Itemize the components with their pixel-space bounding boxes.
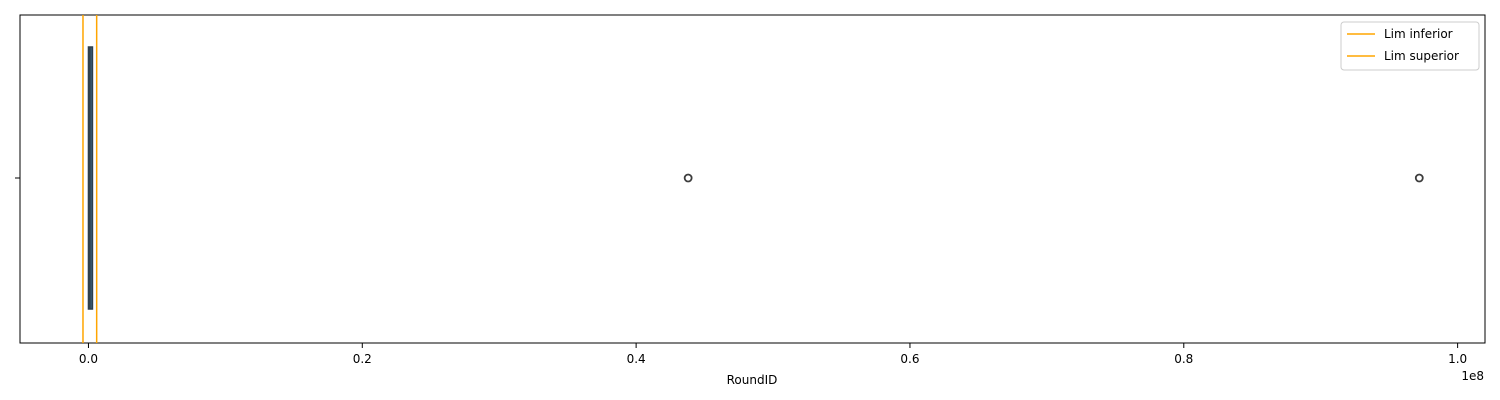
reference-lines bbox=[82, 15, 98, 343]
x-tick-label: 1.0 bbox=[1448, 352, 1467, 366]
legend-label: Lim inferior bbox=[1384, 27, 1453, 41]
x-tick-label: 0.6 bbox=[900, 352, 919, 366]
legend: Lim inferior Lim superior bbox=[1340, 21, 1480, 71]
legend-label: Lim superior bbox=[1384, 49, 1459, 63]
x-axis-title: RoundID bbox=[727, 373, 778, 387]
x-axis: 0.0 0.2 0.4 0.6 0.8 1.0 bbox=[79, 343, 1467, 366]
x-tick-label: 0.8 bbox=[1174, 352, 1193, 366]
outlier-point bbox=[1414, 173, 1424, 183]
legend-box bbox=[1340, 21, 1480, 71]
x-tick-label: 0.0 bbox=[79, 352, 98, 366]
x-axis-offset-label: 1e8 bbox=[1461, 369, 1484, 383]
x-tick-label: 0.2 bbox=[353, 352, 372, 366]
x-tick-label: 0.4 bbox=[627, 352, 646, 366]
outlier-point bbox=[683, 173, 693, 183]
plot-frame bbox=[19, 14, 1486, 344]
box-group bbox=[87, 46, 1424, 310]
